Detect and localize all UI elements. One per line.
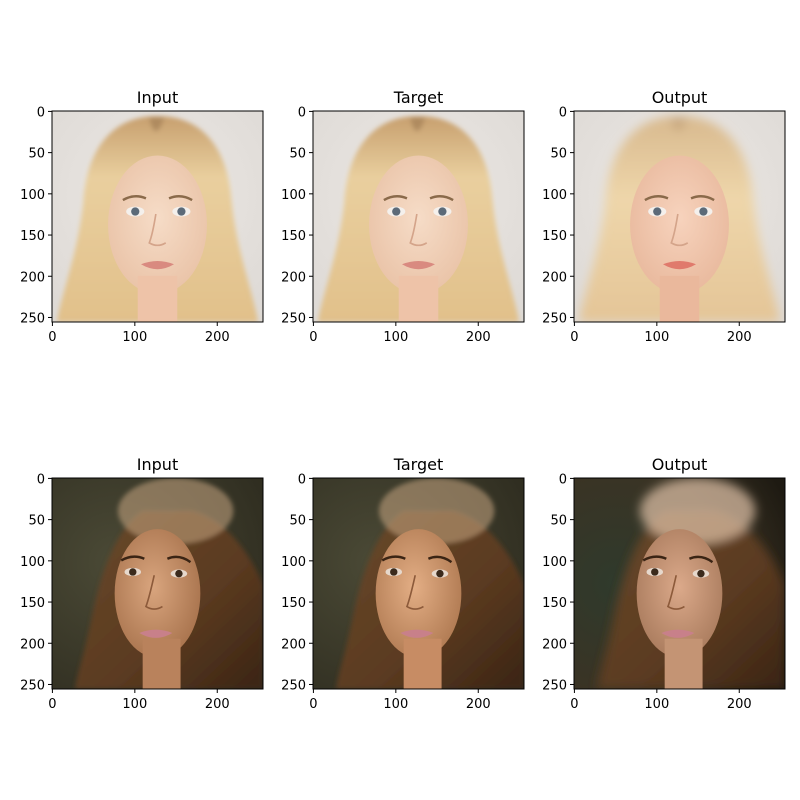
y-tick-label: 200 (542, 637, 567, 652)
x-tick-label: 200 (205, 697, 230, 712)
y-tick-label: 150 (20, 229, 45, 244)
x-tick-label: 100 (383, 330, 408, 345)
x-tick-label: 200 (727, 330, 752, 345)
x-tick-label: 100 (383, 697, 408, 712)
x-tick-label: 0 (570, 330, 578, 345)
face-image (574, 111, 785, 322)
y-tick-label: 250 (281, 678, 306, 693)
face-image (574, 478, 785, 689)
y-tick-label: 200 (281, 270, 306, 285)
x-tick-label: 100 (122, 697, 147, 712)
axes-frame (51, 477, 264, 690)
y-tick-label: 150 (20, 596, 45, 611)
image-panel: Output 0 100 200 0 50 100 150 200 250 (542, 455, 786, 712)
y-tick-label: 250 (542, 311, 567, 326)
axes-frame (312, 477, 525, 690)
image-panel: Target 0 100 200 0 50 100 150 200 250 (281, 88, 525, 345)
y-tick-label: 150 (281, 229, 306, 244)
x-tick-label: 100 (644, 330, 669, 345)
y-tick-label: 200 (542, 270, 567, 285)
y-tick-label: 250 (542, 678, 567, 693)
facial-features (381, 555, 453, 638)
x-tick-label: 100 (122, 330, 147, 345)
y-tick-label: 0 (37, 472, 45, 487)
x-tick-label: 0 (48, 330, 56, 345)
y-tick-label: 100 (542, 555, 567, 570)
y-tick-label: 150 (542, 229, 567, 244)
facial-features (122, 195, 193, 270)
image-panel: Input 0 100 200 0 50 100 150 200 250 (20, 88, 264, 345)
y-tick-label: 50 (28, 147, 45, 162)
y-tick-label: 0 (559, 105, 567, 120)
y-tick-label: 50 (550, 514, 567, 529)
panel-title: Target (393, 455, 444, 474)
panel-title: Input (137, 88, 178, 107)
panel-title: Input (137, 455, 178, 474)
y-tick-label: 50 (550, 147, 567, 162)
face (630, 155, 729, 322)
y-tick-label: 150 (281, 596, 306, 611)
facial-features (120, 555, 192, 638)
x-tick-label: 200 (205, 330, 230, 345)
y-tick-label: 250 (20, 678, 45, 693)
y-tick-label: 250 (20, 311, 45, 326)
y-tick-label: 0 (298, 105, 306, 120)
face-image (313, 478, 524, 689)
face (375, 529, 462, 689)
y-tick-label: 250 (281, 311, 306, 326)
face-image (52, 111, 263, 322)
axes-frame (573, 477, 786, 690)
axes-frame (312, 110, 525, 323)
y-tick-label: 0 (559, 472, 567, 487)
image-panel: Output 0 100 200 0 50 100 150 200 250 (542, 88, 786, 345)
y-tick-label: 50 (28, 514, 45, 529)
x-tick-label: 0 (309, 697, 317, 712)
y-tick-label: 50 (289, 147, 306, 162)
y-tick-label: 200 (281, 637, 306, 652)
panel-title: Output (652, 88, 708, 107)
y-tick-label: 200 (20, 637, 45, 652)
x-tick-label: 0 (309, 330, 317, 345)
facial-features (383, 195, 454, 270)
y-tick-label: 0 (37, 105, 45, 120)
panel-title: Output (652, 455, 708, 474)
y-tick-label: 200 (20, 270, 45, 285)
y-tick-label: 100 (281, 555, 306, 570)
face (636, 529, 723, 689)
x-tick-label: 0 (48, 697, 56, 712)
x-tick-label: 200 (727, 697, 752, 712)
y-tick-label: 100 (281, 188, 306, 203)
x-tick-label: 200 (466, 697, 491, 712)
y-tick-label: 0 (298, 472, 306, 487)
face-image (52, 478, 263, 689)
face (108, 155, 207, 322)
x-tick-label: 0 (570, 697, 578, 712)
y-tick-label: 50 (289, 514, 306, 529)
facial-features (642, 555, 714, 638)
x-tick-label: 100 (644, 697, 669, 712)
face (369, 155, 468, 322)
image-panel: Input 0 100 200 0 50 100 150 200 250 (20, 455, 264, 712)
y-tick-label: 100 (20, 188, 45, 203)
axes-frame (51, 110, 264, 323)
face-image (313, 111, 524, 322)
y-tick-label: 100 (542, 188, 567, 203)
panel-title: Target (393, 88, 444, 107)
facial-features (644, 195, 715, 270)
face (114, 529, 201, 689)
y-tick-label: 100 (20, 555, 45, 570)
x-tick-label: 200 (466, 330, 491, 345)
y-tick-label: 150 (542, 596, 567, 611)
axes-frame (573, 110, 786, 323)
image-panel: Target 0 100 200 0 50 100 150 200 250 (281, 455, 525, 712)
